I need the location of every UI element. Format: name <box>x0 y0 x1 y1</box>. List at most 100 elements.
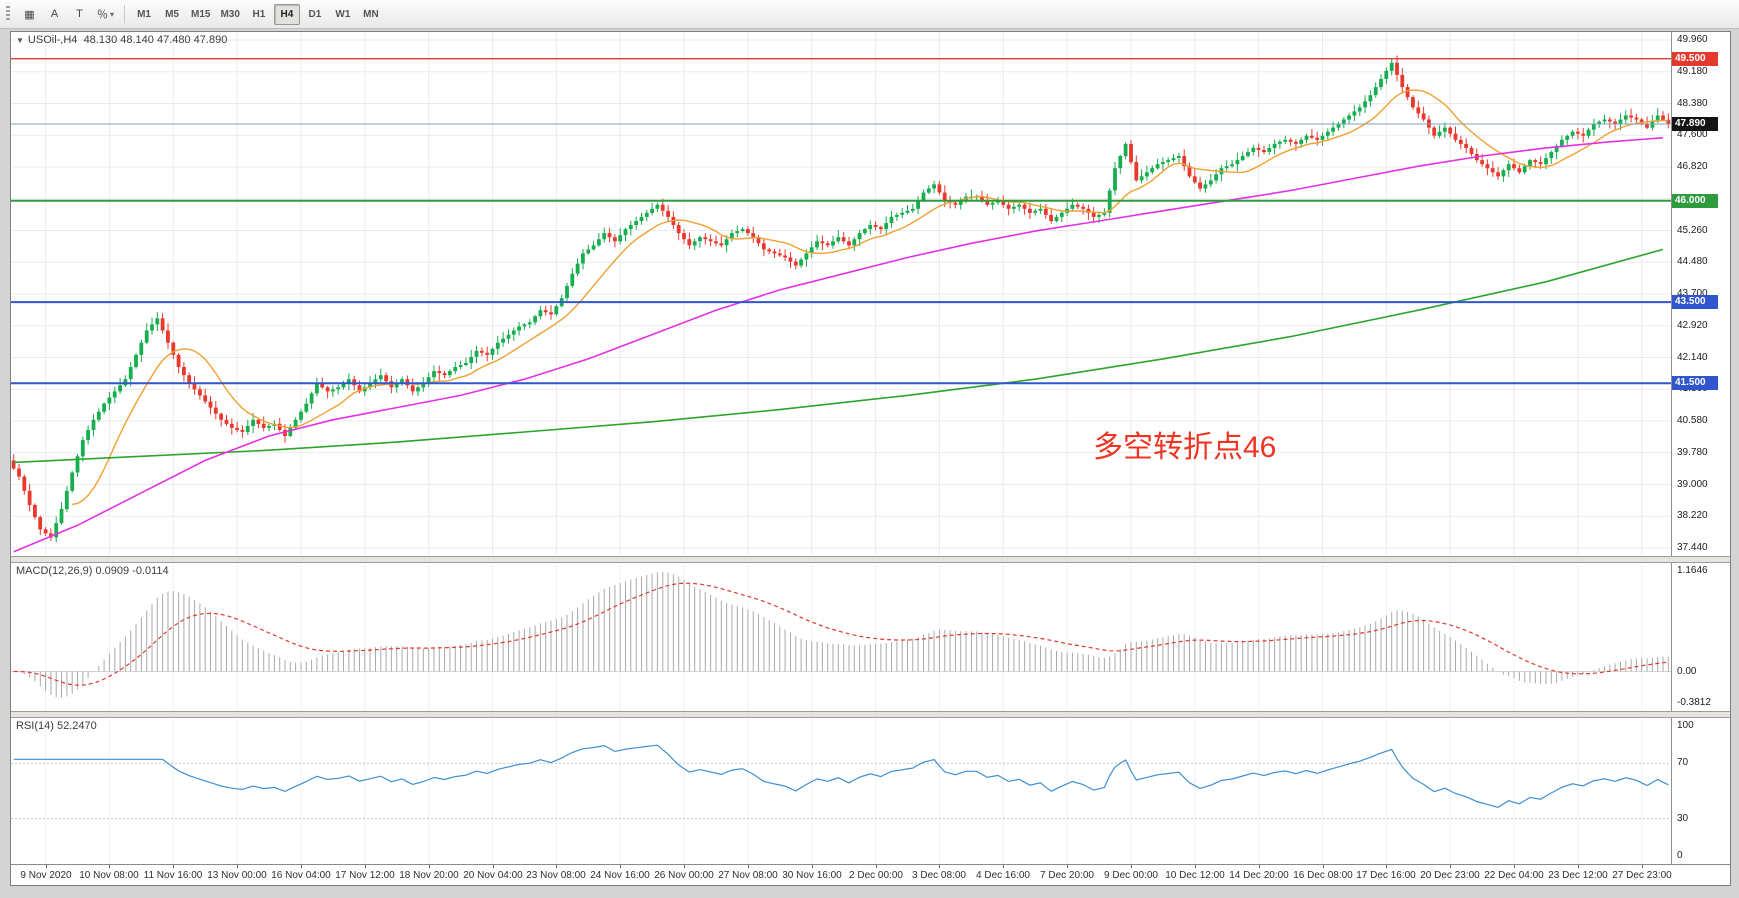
time-axis-label: 9 Nov 2020 <box>20 870 72 881</box>
percent-icon: ％ <box>97 9 108 21</box>
chart-dropdown-icon[interactable]: ▼ <box>16 36 24 45</box>
time-axis-label: 14 Dec 20:00 <box>1229 870 1289 881</box>
time-tick <box>1067 865 1068 868</box>
price-tick: 39.780 <box>1677 446 1708 458</box>
chart-window: ▼ USOil-,H4 48.130 48.140 47.480 47.890 多… <box>10 31 1731 886</box>
time-tick <box>365 865 366 868</box>
price-level-badge: 47.890 <box>1672 117 1718 131</box>
timeframe-button-m15[interactable]: M15 <box>187 4 214 25</box>
timeframe-button-m30[interactable]: M30 <box>216 4 243 25</box>
time-axis-label: 20 Dec 23:00 <box>1420 870 1480 881</box>
macd-scale[interactable]: 1.1646 0.00 -0.3812 <box>1671 563 1730 711</box>
time-tick <box>939 865 940 868</box>
price-tick: 49.180 <box>1677 65 1708 77</box>
timeframe-button-d1[interactable]: D1 <box>302 4 328 25</box>
caret-down-icon: ▾ <box>110 9 115 19</box>
time-axis-label: 3 Dec 08:00 <box>912 870 966 881</box>
candlestick-chart-svg[interactable] <box>11 32 1730 556</box>
time-axis-label: 26 Nov 00:00 <box>654 870 714 881</box>
main-chart-pane[interactable]: ▼ USOil-,H4 48.130 48.140 47.480 47.890 多… <box>11 32 1730 556</box>
arrow-tool-button[interactable]: A <box>43 4 66 25</box>
price-scale[interactable]: 49.96049.18048.38047.60046.82046.04045.2… <box>1671 32 1730 556</box>
price-tick: 43.700 <box>1677 288 1708 299</box>
time-tick <box>109 865 110 868</box>
time-axis-label: 7 Dec 20:00 <box>1040 870 1094 881</box>
pane-separator[interactable] <box>11 711 1730 718</box>
price-tick: 37.440 <box>1677 542 1708 553</box>
time-tick <box>1003 865 1004 868</box>
time-axis-label: 20 Nov 04:00 <box>463 870 523 881</box>
price-tick: 44.480 <box>1677 256 1708 268</box>
time-axis-label: 16 Nov 04:00 <box>271 870 331 881</box>
time-tick <box>620 865 621 868</box>
time-axis-label: 27 Dec 23:00 <box>1612 870 1672 881</box>
ohlc-values: 48.130 48.140 47.480 47.890 <box>83 34 228 46</box>
time-axis-label: 10 Nov 08:00 <box>79 870 139 881</box>
time-tick <box>1131 865 1132 868</box>
time-tick <box>812 865 813 868</box>
timeframe-button-mn[interactable]: MN <box>358 4 384 25</box>
time-axis[interactable]: 9 Nov 2020 10 Nov 08:00 11 Nov 16:00 13 Nov… <box>11 864 1730 885</box>
time-tick <box>1450 865 1451 868</box>
rsi-scale-70: 70 <box>1677 757 1689 769</box>
timeframe-button-w1[interactable]: W1 <box>330 4 356 25</box>
time-tick <box>493 865 494 868</box>
time-axis-label: 9 Dec 00:00 <box>1104 870 1158 881</box>
macd-chart-svg[interactable] <box>11 563 1730 711</box>
price-tick: 45.260 <box>1677 224 1708 236</box>
time-axis-label: 17 Dec 16:00 <box>1356 870 1416 881</box>
time-tick <box>301 865 302 868</box>
time-tick <box>173 865 174 868</box>
time-tick <box>1514 865 1515 868</box>
price-tick: 42.920 <box>1677 319 1708 331</box>
rsi-label: RSI(14) 52.2470 <box>16 720 97 732</box>
toolbar-grip[interactable] <box>6 6 10 22</box>
time-axis-label: 13 Nov 00:00 <box>207 870 267 881</box>
grid-tool-button[interactable]: ▦ <box>18 4 41 25</box>
time-axis-label: 11 Nov 16:00 <box>143 870 203 881</box>
time-tick <box>1259 865 1260 868</box>
rsi-chart-svg[interactable] <box>11 718 1730 864</box>
rsi-indicator-pane[interactable]: RSI(14) 52.2470 100 70 30 0 <box>11 718 1730 864</box>
rsi-scale-0: 0 <box>1677 850 1683 861</box>
macd-scale-zero: 0.00 <box>1677 665 1697 677</box>
timeframe-button-h4[interactable]: H4 <box>273 3 300 25</box>
price-tick: 39.000 <box>1677 478 1708 490</box>
time-axis-label: 2 Dec 00:00 <box>849 870 903 881</box>
time-tick <box>684 865 685 868</box>
price-tick: 49.960 <box>1677 34 1708 45</box>
time-axis-label: 23 Dec 12:00 <box>1548 870 1608 881</box>
toolbar-separator <box>124 5 126 23</box>
symbol-ohlc-label: ▼ USOil-,H4 48.130 48.140 47.480 47.890 <box>16 34 227 46</box>
time-axis-label: 30 Nov 16:00 <box>782 870 842 881</box>
time-tick <box>876 865 877 868</box>
price-tick: 46.820 <box>1677 161 1708 172</box>
time-axis-label: 27 Nov 08:00 <box>718 870 778 881</box>
rsi-scale[interactable]: 100 70 30 0 <box>1671 718 1730 864</box>
time-tick <box>748 865 749 868</box>
time-axis-label: 17 Nov 12:00 <box>335 870 395 881</box>
chart-annotation-text[interactable]: 多空转折点46 <box>1093 431 1277 464</box>
time-tick <box>46 865 47 868</box>
macd-scale-min: -0.3812 <box>1677 697 1711 708</box>
workspace: ▼ USOil-,H4 48.130 48.140 47.480 47.890 多… <box>0 29 1739 898</box>
time-axis-label: 10 Dec 12:00 <box>1165 870 1225 881</box>
percent-tool-button[interactable]: ％ ▾ <box>93 4 118 25</box>
timeframe-button-h1[interactable]: H1 <box>246 4 272 25</box>
rsi-scale-100: 100 <box>1677 720 1694 731</box>
time-axis-label: 16 Dec 08:00 <box>1293 870 1353 881</box>
time-axis-label: 22 Dec 04:00 <box>1484 870 1544 881</box>
time-axis-label: 24 Nov 16:00 <box>590 870 650 881</box>
time-tick <box>1578 865 1579 868</box>
time-tick <box>429 865 430 868</box>
price-level-badge: 49.500 <box>1672 51 1718 66</box>
text-tool-button[interactable]: T <box>68 4 91 25</box>
macd-label: MACD(12,26,9) 0.0909 -0.0114 <box>16 565 169 577</box>
price-level-badge: 43.500 <box>1672 295 1718 310</box>
pane-separator[interactable] <box>11 556 1730 563</box>
macd-indicator-pane[interactable]: MACD(12,26,9) 0.0909 -0.0114 1.1646 0.00 -… <box>11 563 1730 711</box>
time-axis-label: 23 Nov 08:00 <box>526 870 586 881</box>
timeframe-button-m1[interactable]: M1 <box>131 4 157 25</box>
time-tick <box>1642 865 1643 868</box>
timeframe-button-m5[interactable]: M5 <box>159 4 185 25</box>
